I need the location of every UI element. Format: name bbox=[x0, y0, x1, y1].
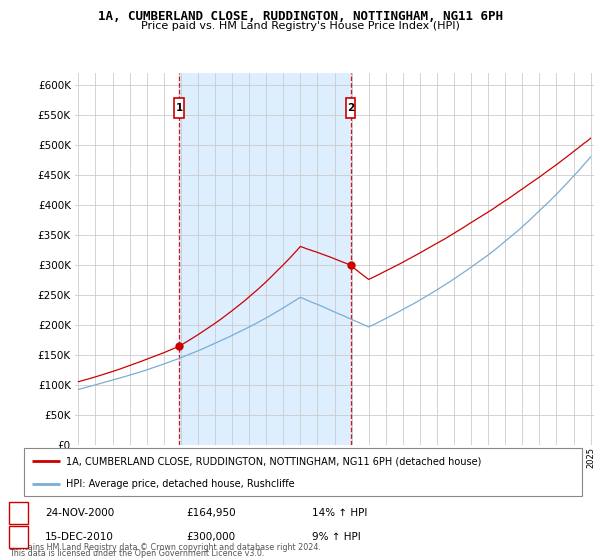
Text: 15-DEC-2010: 15-DEC-2010 bbox=[45, 532, 114, 542]
Text: 1A, CUMBERLAND CLOSE, RUDDINGTON, NOTTINGHAM, NG11 6PH: 1A, CUMBERLAND CLOSE, RUDDINGTON, NOTTIN… bbox=[97, 10, 503, 23]
Text: 14% ↑ HPI: 14% ↑ HPI bbox=[312, 508, 367, 518]
Text: £164,950: £164,950 bbox=[186, 508, 236, 518]
Text: 2: 2 bbox=[347, 103, 355, 113]
Text: 1: 1 bbox=[176, 103, 183, 113]
Text: 1A, CUMBERLAND CLOSE, RUDDINGTON, NOTTINGHAM, NG11 6PH (detached house): 1A, CUMBERLAND CLOSE, RUDDINGTON, NOTTIN… bbox=[66, 456, 481, 466]
Bar bbox=[179, 73, 351, 445]
Text: £300,000: £300,000 bbox=[186, 532, 235, 542]
Text: Contains HM Land Registry data © Crown copyright and database right 2024.: Contains HM Land Registry data © Crown c… bbox=[9, 543, 321, 552]
FancyBboxPatch shape bbox=[346, 98, 355, 118]
Text: 9% ↑ HPI: 9% ↑ HPI bbox=[312, 532, 361, 542]
Text: 1: 1 bbox=[15, 508, 22, 518]
FancyBboxPatch shape bbox=[175, 98, 184, 118]
Text: This data is licensed under the Open Government Licence v3.0.: This data is licensed under the Open Gov… bbox=[9, 549, 265, 558]
Text: 24-NOV-2000: 24-NOV-2000 bbox=[45, 508, 114, 518]
Text: HPI: Average price, detached house, Rushcliffe: HPI: Average price, detached house, Rush… bbox=[66, 479, 295, 489]
Text: Price paid vs. HM Land Registry's House Price Index (HPI): Price paid vs. HM Land Registry's House … bbox=[140, 21, 460, 31]
Text: 2: 2 bbox=[15, 532, 22, 542]
